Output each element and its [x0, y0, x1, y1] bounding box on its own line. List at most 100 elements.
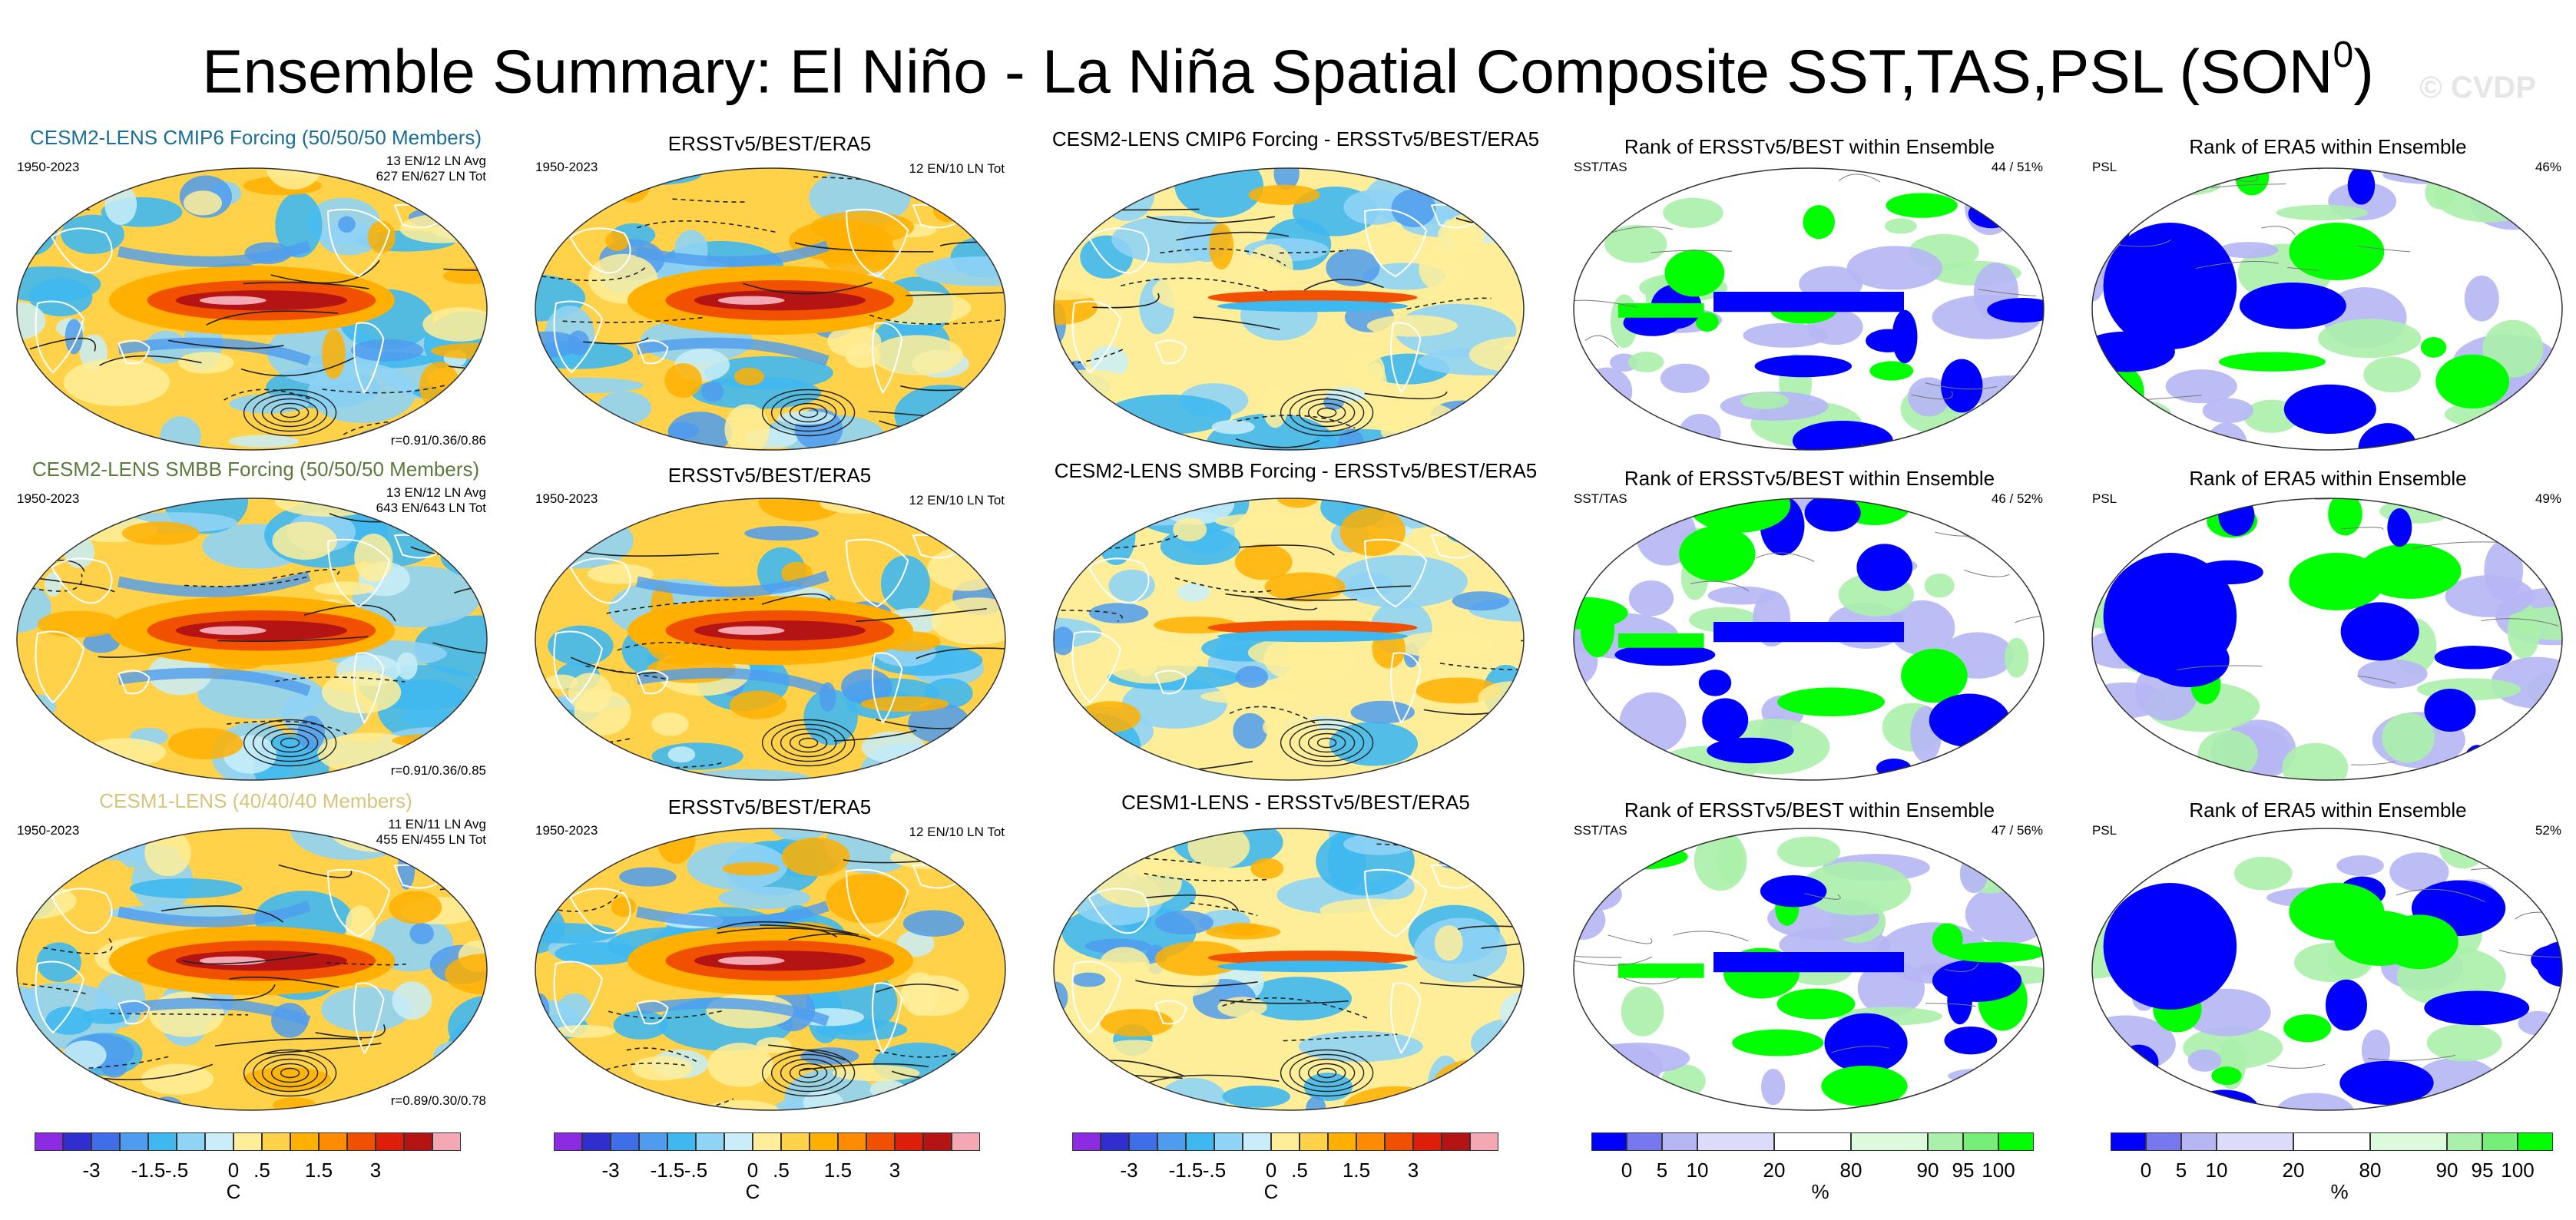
colorbar-swatch: [91, 1132, 120, 1151]
title-close-paren: ): [2353, 37, 2374, 106]
colorbar-swatch: [1998, 1132, 2034, 1151]
colorbar-tick-label: 3: [1407, 1159, 1419, 1182]
colorbar-swatch: [1356, 1132, 1385, 1151]
obs-total-count: 12 EN/10 LN Tot: [909, 161, 1005, 176]
rank-sst-panel-title: Rank of ERSSTv5/BEST within Ensemble: [1624, 467, 1995, 490]
rank-psl-panel-title: Rank of ERA5 within Ensemble: [2189, 135, 2467, 158]
colorbar-tick-label: -3: [601, 1159, 620, 1182]
colorbar-swatch: [290, 1132, 319, 1151]
colorbar-swatch: [1851, 1132, 1928, 1151]
colorbar-unit: C: [1263, 1180, 1279, 1203]
rank-sst-panel-title: Rank of ERSSTv5/BEST within Ensemble: [1624, 135, 1995, 158]
colorbar-tick-label: 80: [2359, 1159, 2382, 1182]
colorbar-tick-label: 90: [1916, 1159, 1939, 1182]
colorbar-swatch: [611, 1132, 639, 1151]
colorbar-tick-label: 5: [2175, 1159, 2187, 1182]
rank-psl-map: [2091, 498, 2563, 781]
colorbar-swatch: [696, 1132, 724, 1151]
colorbar-swatch: [148, 1132, 177, 1151]
difference-panel-title: CESM2-LENS SMBB Forcing - ERSSTv5/BEST/E…: [1054, 459, 1538, 482]
page-title: Ensemble Summary: El Niño - La Niña Spat…: [0, 21, 2576, 111]
title-text: Ensemble Summary: El Niño - La Niña Spat…: [202, 37, 2333, 106]
colorbar-tick-label: .5: [253, 1159, 270, 1182]
colorbar-swatch: [404, 1132, 432, 1151]
model-total-count: 643 EN/643 LN Tot: [376, 501, 486, 515]
colorbar-swatch: [1928, 1132, 1963, 1151]
colorbar-swatch: [781, 1132, 810, 1151]
rank-sst-label: SST/TAS: [1574, 160, 1627, 174]
colorbar-swatch: [1271, 1132, 1300, 1151]
colorbar-tick-label: 95: [2471, 1159, 2494, 1182]
obs-composite-map: [535, 828, 1006, 1111]
colorbar-swatch: [895, 1132, 923, 1151]
colorbar-swatch: [2217, 1132, 2293, 1151]
colorbar-unit: C: [226, 1180, 241, 1203]
pattern-correlation: r=0.89/0.30/0.78: [390, 1093, 486, 1108]
colorbar-tick-label: 10: [1686, 1159, 1709, 1182]
colorbar-tick-label: 5: [1656, 1159, 1668, 1182]
model-period-label: 1950-2023: [17, 491, 80, 506]
colorbar-swatch: [2181, 1132, 2217, 1151]
rank-psl-panel-title: Rank of ERA5 within Ensemble: [2189, 467, 2467, 490]
obs-panel-title: ERSSTv5/BEST/ERA5: [667, 464, 872, 487]
colorbar-tick-label: 0: [2140, 1159, 2152, 1182]
colorbar-swatch: [2482, 1132, 2518, 1151]
colorbar-swatch: [952, 1132, 980, 1151]
colorbar-tick-label: .5: [1291, 1159, 1308, 1182]
colorbar-tick-label: 95: [1952, 1159, 1975, 1182]
rank-sst-tas-map: [1573, 828, 2045, 1111]
colorbar-swatch: [1214, 1132, 1243, 1151]
colorbar-swatch: [205, 1132, 233, 1151]
rank-psl-label: PSL: [2092, 823, 2117, 838]
colorbar-tick-label: 3: [889, 1159, 901, 1182]
colorbar-swatch: [2518, 1132, 2553, 1151]
colorbar-swatch: [63, 1132, 91, 1151]
colorbar-tick-label: -3: [1120, 1159, 1138, 1182]
colorbar-tick-label: 0: [1265, 1159, 1277, 1182]
colorbar-tick-label: 0: [1621, 1159, 1633, 1182]
model-avg-count: 13 EN/12 LN Avg: [386, 485, 486, 500]
title-superscript: 0: [2333, 35, 2354, 75]
colorbar-swatch: [2447, 1132, 2482, 1151]
colorbar-swatch: [2111, 1132, 2146, 1151]
colorbar-tick-label: 1.5: [304, 1159, 333, 1182]
colorbar-swatch: [866, 1132, 895, 1151]
rank-psl-map: [2091, 828, 2563, 1111]
colorbar-swatch: [2293, 1132, 2370, 1151]
colorbar-tick-label: -.5: [1202, 1159, 1227, 1182]
model-composite-map: [16, 828, 488, 1111]
model-total-count: 627 EN/627 LN Tot: [376, 169, 486, 183]
difference-panel-title: CESM1-LENS - ERSSTv5/BEST/ERA5: [1121, 791, 1470, 814]
colorbar-swatch: [1157, 1132, 1186, 1151]
colorbar-tick-label: -1.5: [131, 1159, 166, 1182]
obs-total-count: 12 EN/10 LN Tot: [909, 825, 1005, 839]
obs-period-label: 1950-2023: [535, 823, 598, 838]
colorbar-tick-label: 1.5: [1342, 1159, 1371, 1182]
colorbar-swatch: [582, 1132, 611, 1151]
colorbar-swatch: [753, 1132, 781, 1151]
colorbar-swatch: [262, 1132, 290, 1151]
colorbar-swatch: [35, 1132, 63, 1151]
model-avg-count: 13 EN/12 LN Avg: [386, 154, 486, 168]
colorbar-swatch: [838, 1132, 866, 1151]
colorbar-tick-label: 80: [1839, 1159, 1862, 1182]
rank-psl-percent: 49%: [2535, 491, 2561, 506]
rank-psl-label: PSL: [2092, 491, 2117, 506]
rank-sst-tas-map: [1573, 167, 2045, 451]
colorbar-tick-label: 100: [2501, 1159, 2535, 1182]
colorbar-unit: %: [2330, 1180, 2349, 1203]
colorbar-swatch: [233, 1132, 262, 1151]
colorbar-unit: %: [1811, 1180, 1829, 1203]
colorbar-swatch: [639, 1132, 667, 1151]
colorbar-tick-label: 90: [2435, 1159, 2458, 1182]
model-avg-count: 11 EN/11 LN Avg: [388, 817, 486, 832]
colorbar-tick-label: 100: [1982, 1159, 2015, 1182]
colorbar-swatch: [319, 1132, 347, 1151]
difference-map: [1053, 167, 1525, 451]
colorbar-tick-label: -1.5: [650, 1159, 685, 1182]
rank-sst-label: SST/TAS: [1574, 491, 1627, 506]
colorbar-tick-label: 20: [2282, 1159, 2305, 1182]
obs-total-count: 12 EN/10 LN Tot: [909, 493, 1005, 508]
colorbar-swatch: [1243, 1132, 1271, 1151]
colorbar-swatch: [1591, 1132, 1627, 1151]
